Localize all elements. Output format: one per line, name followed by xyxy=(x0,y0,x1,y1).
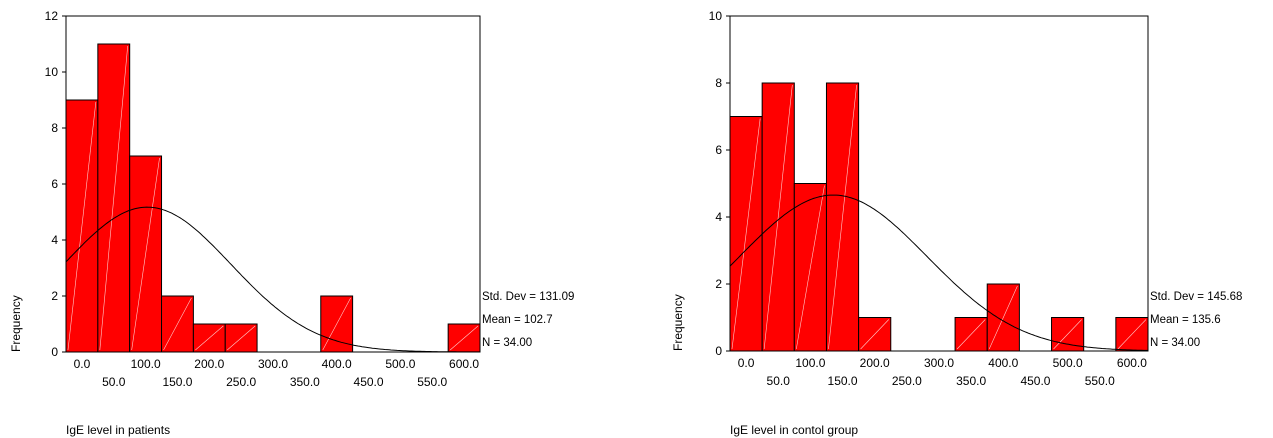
x-tick-label: 50.0 xyxy=(102,375,126,389)
x-tick-label: 600.0 xyxy=(449,357,479,371)
x-tick-label: 200.0 xyxy=(860,356,890,370)
x-axis-label: IgE level in patients xyxy=(66,423,170,437)
x-tick-label: 500.0 xyxy=(385,357,415,371)
x-tick-label: 0.0 xyxy=(738,356,755,370)
x-tick-label: 100.0 xyxy=(795,356,825,370)
x-tick-label: 250.0 xyxy=(226,375,256,389)
y-tick-label: 0 xyxy=(51,345,58,359)
y-tick-label: 2 xyxy=(51,289,58,303)
y-tick-label: 0 xyxy=(715,344,722,358)
normal-curve xyxy=(729,194,1148,351)
bar-highlight xyxy=(67,101,97,351)
bar-highlight xyxy=(163,297,192,351)
x-tick-label: 150.0 xyxy=(162,375,192,389)
x-tick-label: 450.0 xyxy=(1020,374,1050,388)
bar-highlight xyxy=(449,325,479,351)
stats-label: Mean = 135.6 xyxy=(1150,314,1221,326)
y-tick-label: 6 xyxy=(715,143,722,157)
bar-highlight xyxy=(860,319,889,350)
x-tick-label: 500.0 xyxy=(1053,356,1083,370)
x-tick-label: 400.0 xyxy=(988,356,1018,370)
bar-highlight xyxy=(828,84,857,350)
y-tick-label: 4 xyxy=(715,210,722,224)
x-tick-label: 50.0 xyxy=(767,374,791,388)
x-tick-label: 200.0 xyxy=(194,357,224,371)
bar-highlight xyxy=(1117,319,1147,350)
bar-highlight xyxy=(195,325,224,351)
bar-highlight xyxy=(763,84,793,350)
y-axis-label: Frequency xyxy=(671,294,685,351)
bar-highlight xyxy=(1053,319,1082,350)
patients-histogram: 0 2 4 6 8 10 12 0.0 100.0 200.0 300.0 400.0 500.0 600… xyxy=(9,9,574,437)
stats-label: Mean = 102.7 xyxy=(482,314,553,326)
x-tick-label: 300.0 xyxy=(258,357,288,371)
x-tick-label: 400.0 xyxy=(322,357,352,371)
x-tick-label: 150.0 xyxy=(828,374,858,388)
stats-label: Std. Dev = 131.09 xyxy=(482,291,574,303)
normal-curve xyxy=(65,206,480,353)
y-tick-label: 8 xyxy=(51,121,58,135)
stats-label: N = 34.00 xyxy=(1150,337,1200,349)
x-tick-label: 300.0 xyxy=(924,356,954,370)
x-tick-label: 550.0 xyxy=(417,375,447,389)
bar-highlight xyxy=(731,118,761,350)
x-tick-label: 350.0 xyxy=(290,375,320,389)
bar-highlight xyxy=(956,319,986,350)
y-tick-label: 6 xyxy=(51,177,58,191)
bar-highlight xyxy=(796,185,825,350)
x-tick-label: 0.0 xyxy=(74,357,91,371)
y-tick-label: 8 xyxy=(715,76,722,90)
y-tick-label: 2 xyxy=(715,277,722,291)
x-tick-label: 450.0 xyxy=(354,375,384,389)
histogram-bar xyxy=(65,99,99,353)
x-tick-label: 600.0 xyxy=(1117,356,1147,370)
bar-highlight xyxy=(131,157,160,351)
bar-highlight xyxy=(988,285,1018,350)
y-tick-label: 10 xyxy=(45,65,59,79)
x-tick-label: 550.0 xyxy=(1085,374,1115,388)
bar-highlight xyxy=(227,325,256,351)
stats-label: N = 34.00 xyxy=(482,337,532,349)
bar-highlight xyxy=(99,45,128,351)
y-tick-label: 4 xyxy=(51,233,58,247)
y-axis-label: Frequency xyxy=(9,295,23,352)
y-tick-label: 10 xyxy=(709,9,723,23)
stats-label: Std. Dev = 145.68 xyxy=(1150,291,1242,303)
x-tick-label: 250.0 xyxy=(892,374,922,388)
x-axis-label: IgE level in contol group xyxy=(730,423,858,437)
x-tick-label: 100.0 xyxy=(131,357,161,371)
y-tick-label: 12 xyxy=(45,9,59,23)
bar-highlight xyxy=(322,297,351,351)
x-tick-label: 350.0 xyxy=(956,374,986,388)
